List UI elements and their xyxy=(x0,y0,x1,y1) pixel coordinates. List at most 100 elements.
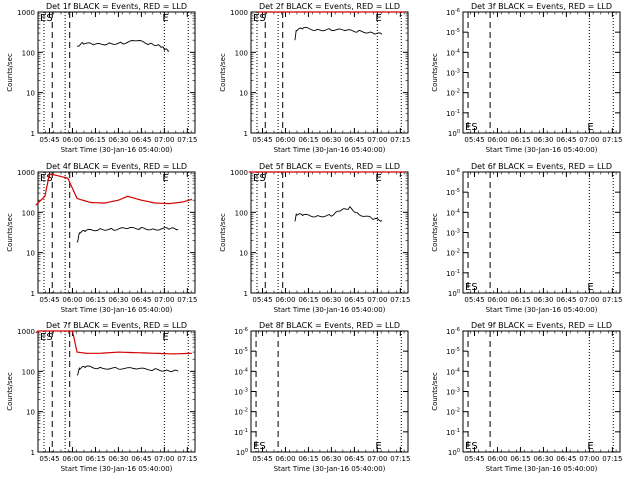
x-tick-label-1f: 07:00 xyxy=(154,136,174,144)
x-tick-label-9f: 07:00 xyxy=(579,455,599,463)
y-axis-label-4f: Counts/sec xyxy=(6,213,14,252)
x-tick-label-8f: 06:30 xyxy=(321,455,341,463)
x-axis-label-1f: Start Time (30-Jan-16 05:40:00) xyxy=(61,146,173,154)
marker-es-9f: ES xyxy=(465,441,478,452)
y-axis-label-6f: Counts/sec xyxy=(431,213,439,252)
x-tick-label-7f: 06:30 xyxy=(108,455,128,463)
x-tick-label-1f: 05:45 xyxy=(39,136,59,144)
x-tick-label-4f: 07:15 xyxy=(177,296,197,304)
series-lld-4f xyxy=(35,173,193,206)
x-tick-label-6f: 06:15 xyxy=(510,296,530,304)
chart-title-8f: Det 8f BLACK = Events, RED = LLD xyxy=(259,321,400,330)
x-tick-label-1f: 07:15 xyxy=(177,136,197,144)
x-tick-label-7f: 07:15 xyxy=(177,455,197,463)
marker-e-6f: E xyxy=(587,282,593,293)
y-tick-label-6f: 10-6 xyxy=(446,168,460,177)
y-tick-label-8f: 10-1 xyxy=(234,428,248,437)
y-axis-label-7f: Counts/sec xyxy=(6,372,14,411)
series-events-7f xyxy=(76,365,179,376)
y-tick-label-5f: 1000 xyxy=(230,169,248,177)
y-tick-label-6f: 10-5 xyxy=(446,188,460,197)
x-tick-label-6f: 07:15 xyxy=(602,296,622,304)
chart-title-5f: Det 5f BLACK = Events, RED = LLD xyxy=(259,162,400,171)
series-events-5f xyxy=(294,205,383,222)
x-tick-label-3f: 06:15 xyxy=(510,136,530,144)
chart-title-1f: Det 1f BLACK = Events, RED = LLD xyxy=(46,2,187,11)
y-axis-label-5f: Counts/sec xyxy=(219,213,227,252)
x-tick-label-4f: 06:45 xyxy=(131,296,151,304)
series-lld-7f xyxy=(35,330,192,355)
y-tick-label-9f: 10-5 xyxy=(446,347,460,356)
x-axis-label-7f: Start Time (30-Jan-16 05:40:00) xyxy=(61,465,173,473)
plot-frame-8f xyxy=(250,330,409,453)
y-tick-label-9f: 100 xyxy=(448,448,460,457)
x-tick-label-6f: 05:45 xyxy=(464,296,484,304)
marker-e-5f: E xyxy=(375,173,381,184)
x-tick-label-6f: 06:45 xyxy=(556,296,576,304)
x-tick-label-3f: 06:45 xyxy=(556,136,576,144)
y-tick-label-5f: 1 xyxy=(244,290,248,298)
x-tick-label-4f: 06:30 xyxy=(108,296,128,304)
plot-frame-3f xyxy=(462,11,621,134)
x-tick-label-5f: 07:15 xyxy=(390,296,410,304)
y-tick-label-6f: 100 xyxy=(448,289,460,298)
marker-es-3f: ES xyxy=(465,122,478,133)
x-tick-label-9f: 06:45 xyxy=(556,455,576,463)
y-tick-label-7f: 10 xyxy=(26,409,35,417)
y-tick-label-8f: 10-6 xyxy=(234,327,248,336)
marker-e-2f: E xyxy=(375,13,381,24)
x-tick-label-4f: 06:15 xyxy=(85,296,105,304)
y-tick-label-9f: 10-3 xyxy=(446,388,460,397)
plot-frame-5f xyxy=(250,171,409,294)
x-tick-label-2f: 06:30 xyxy=(321,136,341,144)
y-tick-label-2f: 10 xyxy=(239,90,248,98)
x-tick-label-1f: 06:15 xyxy=(85,136,105,144)
marker-es-7f: ES xyxy=(40,332,53,343)
y-tick-label-1f: 100 xyxy=(22,49,35,57)
y-tick-label-9f: 10-1 xyxy=(446,428,460,437)
marker-es-1f: ES xyxy=(40,13,53,24)
x-tick-label-1f: 06:45 xyxy=(131,136,151,144)
series-events-1f xyxy=(76,40,170,52)
y-tick-label-2f: 1 xyxy=(244,130,248,138)
plot-frame-7f xyxy=(37,330,196,453)
chart-title-9f: Det 9f BLACK = Events, RED = LLD xyxy=(471,321,612,330)
x-tick-label-2f: 07:00 xyxy=(367,136,387,144)
x-tick-label-8f: 07:00 xyxy=(367,455,387,463)
x-tick-label-6f: 06:00 xyxy=(487,296,507,304)
x-tick-label-9f: 06:00 xyxy=(487,455,507,463)
x-tick-label-3f: 06:00 xyxy=(487,136,507,144)
plot-frame-2f xyxy=(250,11,409,134)
marker-e-1f: E xyxy=(162,13,168,24)
x-tick-label-8f: 06:00 xyxy=(275,455,295,463)
y-tick-label-1f: 1000 xyxy=(17,9,35,17)
x-tick-label-2f: 06:00 xyxy=(275,136,295,144)
marker-es-2f: ES xyxy=(253,13,266,24)
marker-e-9f: E xyxy=(587,441,593,452)
marker-es-8f: ES xyxy=(253,441,266,452)
y-axis-label-1f: Counts/sec xyxy=(6,53,14,92)
x-tick-label-4f: 05:45 xyxy=(39,296,59,304)
x-tick-label-5f: 06:15 xyxy=(298,296,318,304)
chart-title-4f: Det 4f BLACK = Events, RED = LLD xyxy=(46,162,187,171)
y-tick-label-4f: 1 xyxy=(31,290,35,298)
y-tick-label-3f: 10-2 xyxy=(446,89,460,98)
x-tick-label-9f: 06:15 xyxy=(510,455,530,463)
y-tick-label-3f: 10-6 xyxy=(446,8,460,17)
x-tick-label-5f: 05:45 xyxy=(252,296,272,304)
x-axis-label-2f: Start Time (30-Jan-16 05:40:00) xyxy=(274,146,386,154)
plot-frame-1f xyxy=(37,11,196,134)
x-axis-label-5f: Start Time (30-Jan-16 05:40:00) xyxy=(274,306,386,314)
y-tick-label-2f: 1000 xyxy=(230,9,248,17)
y-tick-label-2f: 100 xyxy=(235,49,248,57)
y-tick-label-6f: 10-3 xyxy=(446,229,460,238)
y-tick-label-3f: 10-3 xyxy=(446,69,460,78)
x-tick-label-8f: 06:45 xyxy=(344,455,364,463)
x-tick-label-7f: 06:00 xyxy=(62,455,82,463)
y-tick-label-6f: 10-2 xyxy=(446,249,460,258)
x-tick-label-1f: 06:30 xyxy=(108,136,128,144)
x-tick-label-2f: 05:45 xyxy=(252,136,272,144)
y-tick-label-3f: 10-5 xyxy=(446,28,460,37)
marker-es-4f: ES xyxy=(40,173,53,184)
